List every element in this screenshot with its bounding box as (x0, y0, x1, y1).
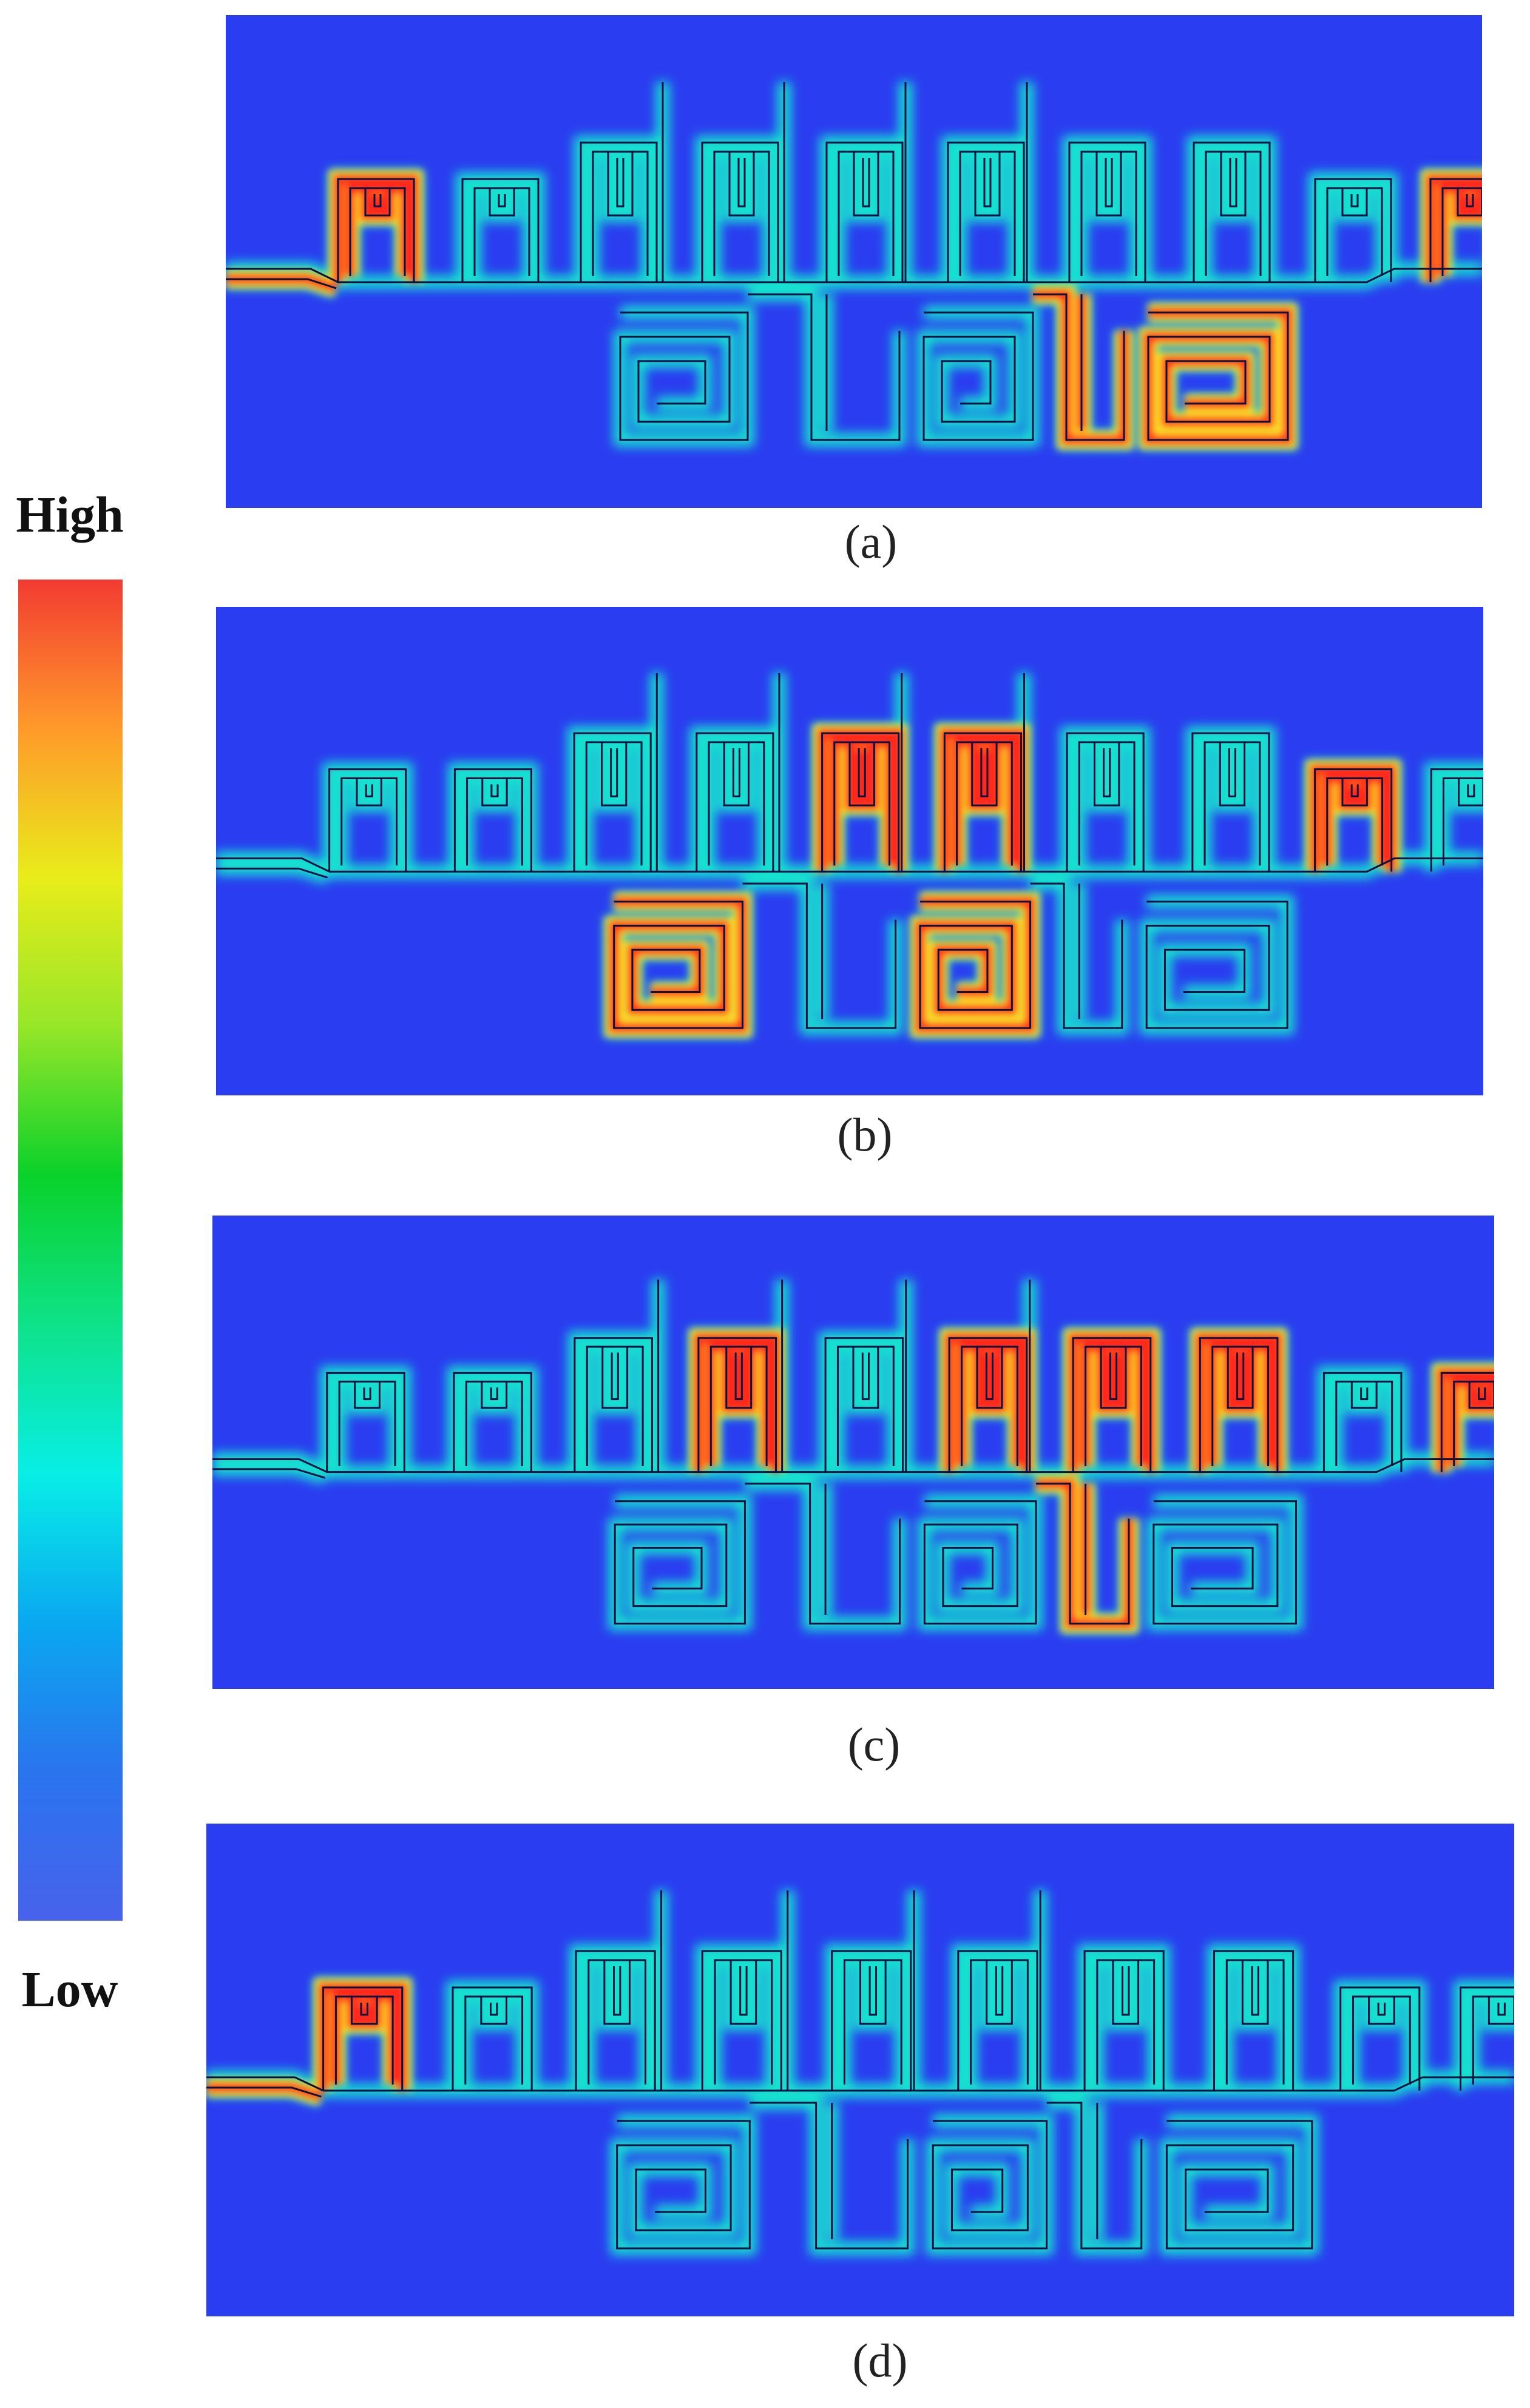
caption-a: (a) (844, 515, 898, 568)
caption-b: (b) (837, 1108, 893, 1161)
resonator-stub-6 (947, 141, 1025, 282)
resonator-stub-7 (1068, 141, 1146, 282)
caption-c: (c) (847, 1718, 901, 1771)
resonator-stub-3 (580, 141, 658, 282)
resonator-stub-2 (461, 178, 540, 282)
resonator-stub-8 (1193, 141, 1271, 282)
input-port-left (226, 278, 337, 289)
connector-1 (750, 2102, 909, 2250)
spiral-cell-3 (1165, 2120, 1313, 2250)
spiral-cell-2 (932, 2120, 1048, 2250)
panel-d (206, 1824, 1514, 2316)
resonator-stub-10 (1460, 1986, 1514, 2091)
spiral-cell-2 (922, 311, 1034, 441)
resonator-stub-3 (575, 1950, 656, 2091)
input-port-left (206, 2086, 322, 2098)
spiral-cell-2 (919, 901, 1032, 1029)
connector-2 (1033, 293, 1125, 441)
spiral-cell-2 (923, 1500, 1037, 1625)
input-port-left (216, 867, 328, 879)
resonator-stub-1 (328, 768, 407, 872)
resonator-stub-8 (1191, 732, 1270, 872)
feed-line (226, 268, 1482, 283)
resonator-stub-5 (821, 732, 900, 872)
resonator-stub-3 (573, 732, 652, 872)
resonator-stub-7 (1083, 1950, 1165, 2091)
resonator-stub-4 (701, 1950, 782, 2091)
feed-line (206, 2076, 1514, 2092)
panel-a (226, 15, 1482, 508)
resonator-stub-10 (1429, 178, 1482, 282)
input-port-left (212, 1468, 326, 1479)
spiral-cell-3 (1145, 901, 1288, 1029)
resonator-stub-8 (1213, 1950, 1295, 2091)
resonator-stub-5 (825, 141, 904, 282)
resonator-stub-4 (696, 732, 774, 872)
color-scale-bar (18, 580, 123, 1921)
resonator-stub-2 (452, 1986, 533, 2091)
connector-2 (1035, 1483, 1130, 1625)
current-distribution-c (212, 1216, 1494, 1689)
legend-low-label: Low (21, 1961, 118, 2018)
current-distribution-a (226, 15, 1482, 508)
connector-2 (1046, 2102, 1143, 2250)
resonator-stub-5 (831, 1950, 912, 2091)
legend-high-label: High (16, 487, 124, 543)
feed-line (216, 857, 1483, 873)
spiral-cell-1 (613, 901, 743, 1029)
resonator-stub-10 (1430, 768, 1483, 872)
resonator-stub-8 (1199, 1337, 1279, 1472)
panel-c (212, 1216, 1494, 1689)
panel-b (216, 607, 1483, 1095)
resonator-stub-7 (1072, 1337, 1152, 1472)
resonator-stub-1 (322, 1986, 404, 2091)
resonator-stub-2 (453, 768, 532, 872)
resonator-stub-1 (326, 1371, 405, 1472)
resonator-stub-9 (1314, 768, 1393, 872)
current-distribution-b (216, 607, 1483, 1095)
resonator-stub-9 (1339, 1986, 1421, 2091)
spiral-cell-3 (1147, 311, 1289, 441)
feed-line (212, 1458, 1494, 1473)
connector-1 (742, 882, 897, 1029)
current-distribution-d (206, 1824, 1514, 2316)
resonator-stub-6 (948, 1337, 1028, 1472)
resonator-stub-3 (574, 1337, 653, 1472)
spiral-cell-1 (619, 311, 749, 441)
connector-1 (745, 1483, 901, 1625)
spiral-cell-1 (614, 1500, 746, 1625)
resonator-stub-1 (337, 178, 415, 282)
spiral-cell-1 (616, 2120, 751, 2250)
resonator-stub-10 (1440, 1371, 1494, 1472)
resonator-stub-5 (824, 1337, 904, 1472)
resonator-stub-6 (943, 732, 1022, 872)
caption-d: (d) (852, 2334, 908, 2387)
resonator-stub-4 (701, 141, 779, 282)
resonator-stub-4 (697, 1337, 777, 1472)
resonator-stub-9 (1322, 1371, 1403, 1472)
resonator-stub-6 (957, 1950, 1038, 2091)
resonator-stub-7 (1066, 732, 1145, 872)
resonator-stub-9 (1314, 178, 1392, 282)
connector-2 (1030, 882, 1123, 1029)
resonator-stub-2 (453, 1371, 532, 1472)
connector-1 (748, 293, 901, 441)
spiral-cell-3 (1153, 1500, 1298, 1625)
color-scale-gradient (18, 580, 123, 1921)
